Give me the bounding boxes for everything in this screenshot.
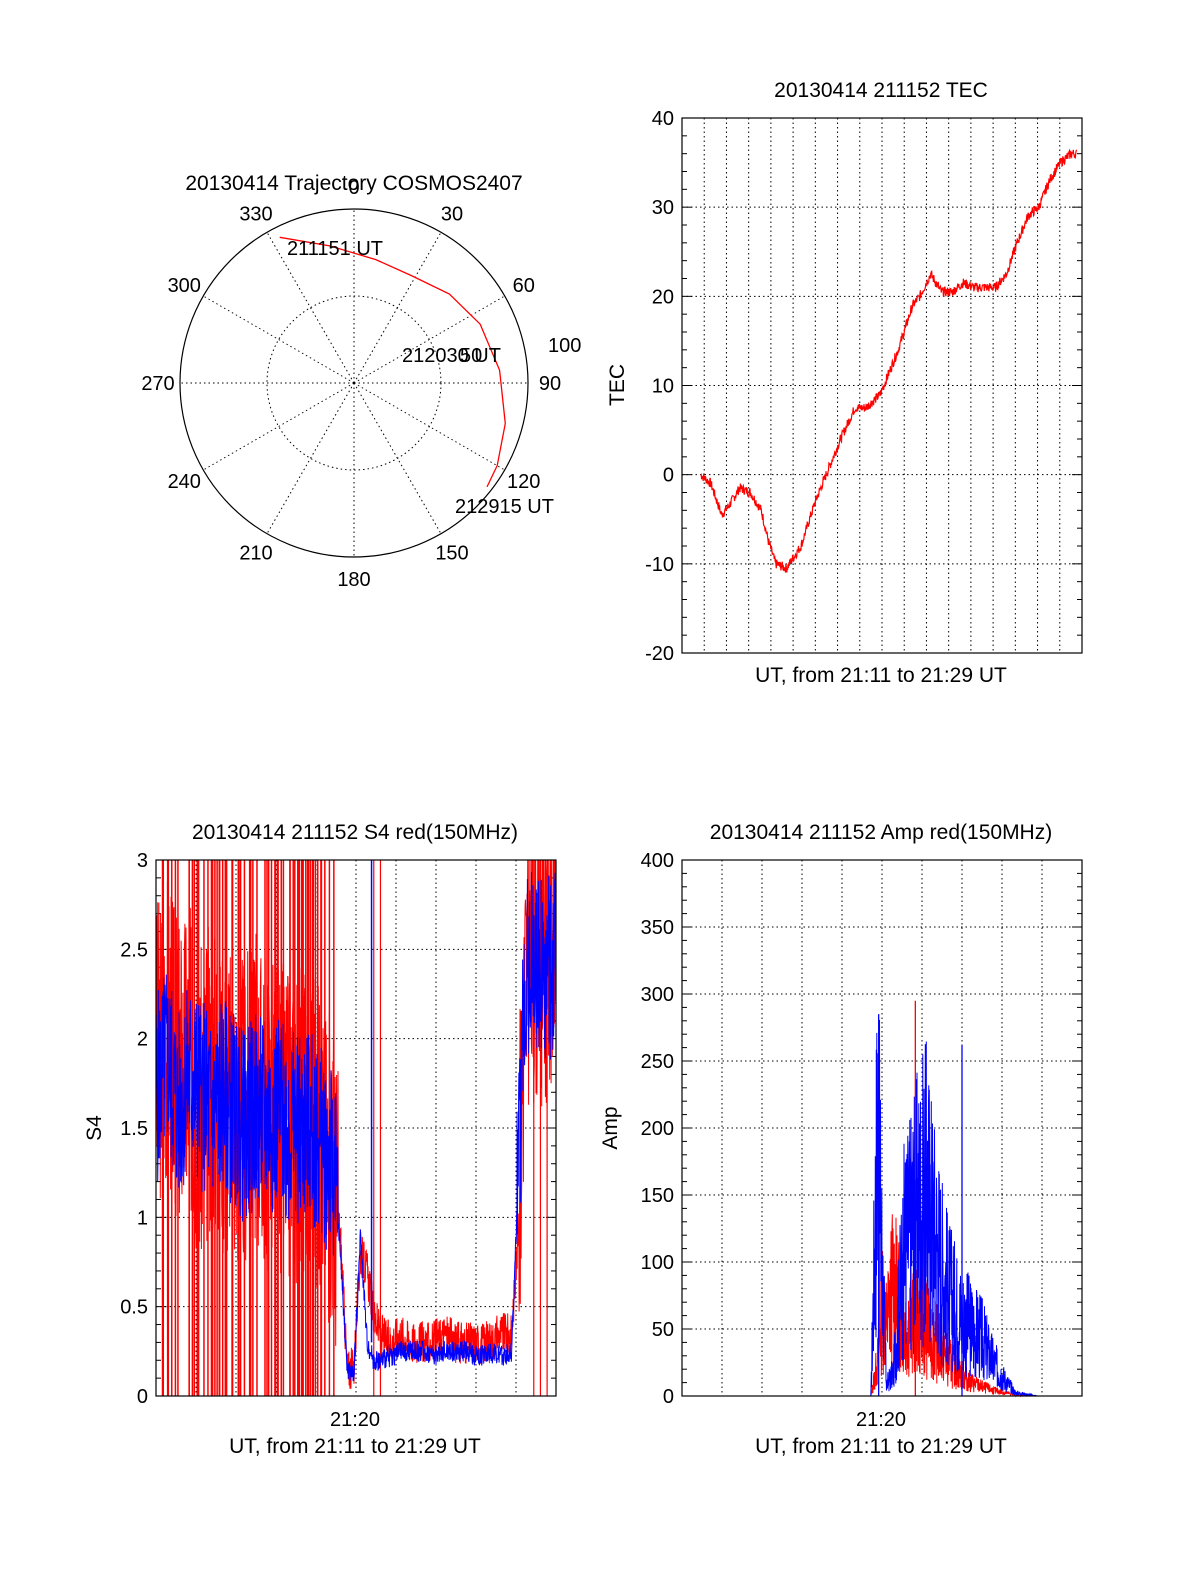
tec-ylabel: TEC bbox=[606, 364, 629, 406]
polar-azimuth-label: 0 bbox=[348, 177, 359, 199]
tec-ytick-label: 0 bbox=[663, 465, 674, 487]
tec-frame bbox=[681, 117, 1083, 654]
s4-blue-line bbox=[155, 871, 557, 1382]
polar-spoke bbox=[353, 295, 505, 384]
tec-ytick-label: 10 bbox=[652, 376, 674, 398]
s4-ytick-label: 0.5 bbox=[120, 1297, 148, 1319]
tec-ytick-label: -10 bbox=[645, 554, 674, 576]
s4-title: 20130414 211152 S4 red(150MHz) bbox=[192, 821, 518, 844]
amp-ytick-label: 300 bbox=[641, 984, 674, 1006]
s4-ytick-label: 2 bbox=[137, 1029, 148, 1051]
amp-ytick-label: 200 bbox=[641, 1118, 674, 1140]
trajectory-start-label: 211151 UT bbox=[287, 238, 383, 260]
polar-spoke bbox=[353, 382, 442, 534]
amp-ytick-label: 0 bbox=[663, 1386, 674, 1408]
tec-ytick-label: -20 bbox=[645, 643, 674, 665]
trajectory-end-label: 212915 UT bbox=[455, 496, 554, 518]
amp-ytick-label: 350 bbox=[641, 917, 674, 939]
polar-trajectory-plot: 20130414 Trajectory COSMOS2407 0 30 60 90 12… bbox=[141, 172, 581, 591]
polar-azimuth-label: 240 bbox=[168, 471, 201, 493]
amp-ytick-label: 250 bbox=[641, 1051, 674, 1073]
tec-xlabel: UT, from 21:11 to 21:29 UT bbox=[755, 664, 1007, 687]
s4-blue-series bbox=[155, 860, 557, 1382]
tec-series-line bbox=[700, 148, 1078, 573]
s4-ylabel: S4 bbox=[83, 1115, 106, 1141]
polar-azimuth-label: 90 bbox=[539, 373, 561, 395]
polar-spoke bbox=[203, 295, 355, 384]
amp-ytick-label: 150 bbox=[641, 1185, 674, 1207]
amp-xlabel: UT, from 21:11 to 21:29 UT bbox=[755, 1435, 1007, 1458]
s4-xlabel: UT, from 21:11 to 21:29 UT bbox=[229, 1435, 481, 1458]
polar-azimuth-label: 60 bbox=[513, 275, 535, 297]
amp-plot: 20130414 211152 Amp red(150MHz) 400 350 30… bbox=[599, 821, 1083, 1458]
amp-y-tick-labels: 400 350 300 250 200 150 100 50 0 bbox=[641, 850, 674, 1408]
tec-ytick-label: 20 bbox=[652, 286, 674, 308]
tec-grid bbox=[682, 118, 1082, 653]
polar-title: 20130414 Trajectory COSMOS2407 bbox=[185, 172, 522, 195]
tec-y-tick-labels: 40 30 20 10 0 -10 -20 bbox=[645, 108, 674, 665]
polar-spoke bbox=[266, 232, 355, 384]
s4-red-line bbox=[155, 859, 557, 1389]
s4-y-tick-labels: 3 2.5 2 1.5 1 0.5 0 bbox=[120, 850, 148, 1408]
polar-azimuth-label: 330 bbox=[239, 203, 272, 225]
s4-ytick-label: 3 bbox=[137, 850, 148, 872]
tec-ytick-label: 40 bbox=[652, 108, 674, 130]
tec-title: 20130414 211152 TEC bbox=[774, 79, 988, 102]
s4-xtick-label: 21:20 bbox=[330, 1409, 380, 1431]
polar-spoke bbox=[203, 382, 355, 471]
polar-azimuth-labels: 0 30 60 90 120 150 180 210 240 270 300 330 bbox=[141, 177, 561, 591]
amp-frame bbox=[681, 859, 1083, 1397]
polar-azimuth-label: 180 bbox=[337, 569, 370, 591]
s4-frame bbox=[155, 859, 557, 1397]
trajectory-trace bbox=[279, 236, 506, 488]
amp-title: 20130414 211152 Amp red(150MHz) bbox=[710, 821, 1052, 844]
polar-ring-label: 100 bbox=[548, 335, 581, 357]
s4-ytick-label: 1 bbox=[137, 1207, 148, 1229]
s4-ytick-label: 2.5 bbox=[120, 939, 148, 961]
polar-azimuth-label: 270 bbox=[141, 373, 174, 395]
polar-spoke bbox=[266, 382, 355, 534]
polar-azimuth-label: 210 bbox=[239, 543, 272, 565]
polar-azimuth-label: 150 bbox=[435, 543, 468, 565]
amp-ytick-label: 400 bbox=[641, 850, 674, 872]
trajectory-mid-label: 212030 UT bbox=[402, 345, 501, 367]
polar-azimuth-label: 30 bbox=[441, 203, 463, 225]
amp-xtick-label: 21:20 bbox=[856, 1409, 906, 1431]
tec-ytick-label: 30 bbox=[652, 197, 674, 219]
polar-azimuth-label: 300 bbox=[168, 275, 201, 297]
polar-grid bbox=[180, 209, 528, 557]
amp-ytick-label: 50 bbox=[652, 1319, 674, 1341]
trajectory-mid-label-overlap: 50 bbox=[460, 345, 482, 367]
s4-ytick-label: 1.5 bbox=[120, 1118, 148, 1140]
polar-azimuth-label: 120 bbox=[507, 471, 540, 493]
amp-ytick-label: 100 bbox=[641, 1252, 674, 1274]
polar-outer-ring bbox=[179, 208, 529, 558]
s4-ytick-label: 0 bbox=[137, 1386, 148, 1408]
s4-plot: 20130414 211152 S4 red(150MHz) 3 2.5 2 1.5 1… bbox=[83, 821, 557, 1458]
polar-spoke bbox=[353, 382, 505, 471]
polar-spoke bbox=[353, 232, 442, 384]
amp-ylabel: Amp bbox=[599, 1106, 622, 1149]
